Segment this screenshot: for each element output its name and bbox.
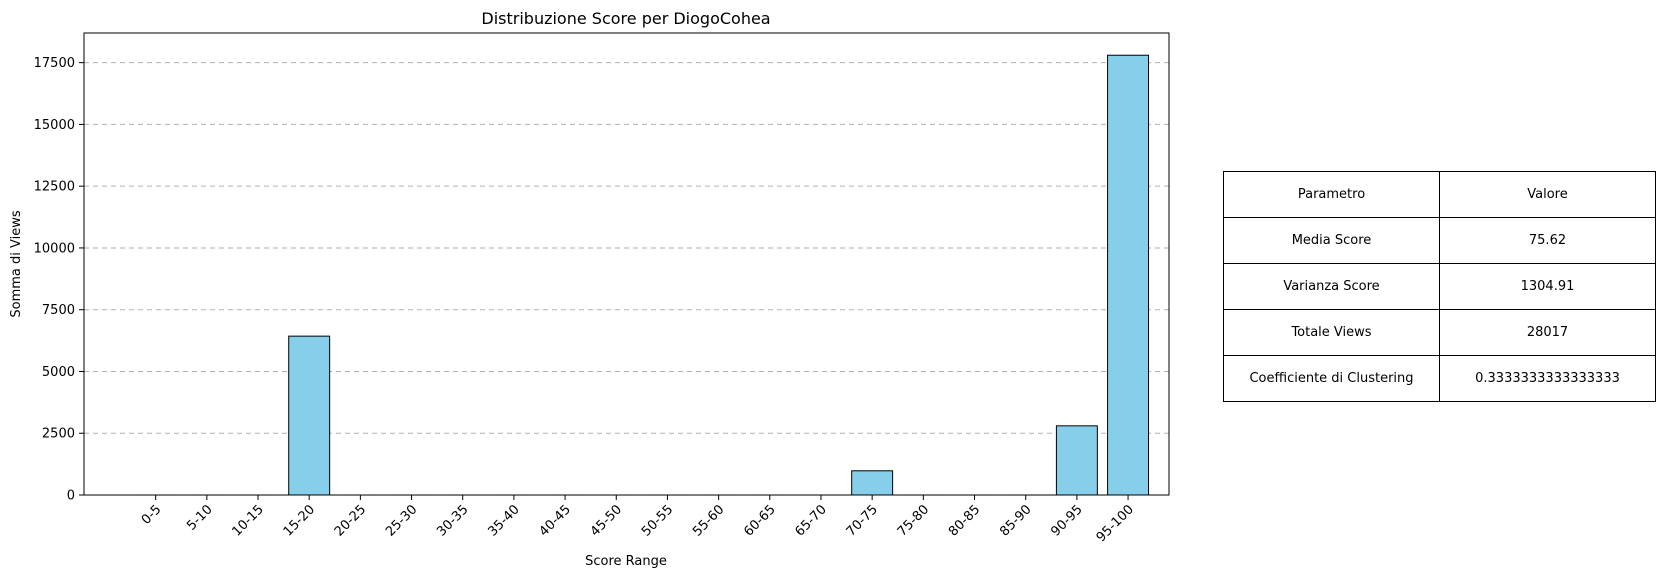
x-axis-ticks: 0-5 5-10 10-15 15-20 20-25 25-30 30-35 35-40 40-…: [139, 495, 1137, 545]
y-tick-label: 2500: [42, 427, 75, 442]
bars: [134, 54, 1150, 496]
y-tick-label: 17500: [34, 56, 75, 71]
x-tick-label: 80-85: [946, 502, 983, 539]
table-cell-value: 75.62: [1439, 217, 1656, 264]
y-tick-label: 0: [67, 489, 75, 504]
x-tick-label: 60-65: [741, 502, 778, 539]
x-tick-label: 75-80: [895, 502, 932, 539]
table-row: Coefficiente di Clustering 0.33333333333…: [1223, 355, 1656, 402]
stats-table: Parametro Valore Media Score 75.62 Varia…: [1223, 171, 1656, 402]
table-row: Totale Views 28017: [1223, 309, 1656, 356]
table-cell-param: Totale Views: [1223, 309, 1440, 356]
y-axis-label: Somma di Views: [9, 210, 24, 317]
table-cell-value: 0.3333333333333333: [1439, 355, 1656, 402]
chart-title: Distribuzione Score per DiogoCohea: [481, 9, 770, 28]
y-tick-label: 7500: [42, 303, 75, 318]
x-tick-label: 55-60: [690, 502, 727, 539]
table-cell-param: Media Score: [1223, 217, 1440, 264]
table-cell-param: Coefficiente di Clustering: [1223, 355, 1440, 402]
bar: [1055, 425, 1098, 496]
table-row: Varianza Score 1304.91: [1223, 263, 1656, 310]
y-tick-label: 5000: [42, 365, 75, 380]
x-axis-label: Score Range: [585, 554, 667, 569]
x-tick-label: 90-95: [1048, 502, 1085, 539]
table-cell-value: 1304.91: [1439, 263, 1656, 310]
y-axis-ticks: 0 2500 5000 7500 10000 12500 15000 17500: [34, 56, 84, 504]
x-tick-label: 50-55: [639, 502, 676, 539]
x-tick-label: 85-90: [997, 502, 1034, 539]
y-tick-label: 10000: [34, 241, 75, 256]
x-tick-label: 95-100: [1094, 502, 1137, 545]
x-tick-label: 30-35: [434, 502, 471, 539]
x-tick-label: 70-75: [844, 502, 881, 539]
bar: [1107, 54, 1150, 496]
x-tick-label: 15-20: [281, 502, 318, 539]
x-tick-label: 10-15: [230, 502, 267, 539]
grid-lines: [84, 62, 1169, 434]
x-tick-label: 35-40: [485, 502, 522, 539]
x-tick-label: 40-45: [537, 502, 574, 539]
x-tick-label: 65-70: [792, 502, 829, 539]
bar: [288, 335, 331, 496]
x-tick-label: 25-30: [383, 502, 420, 539]
x-tick-label: 45-50: [588, 502, 625, 539]
x-tick-label: 0-5: [139, 502, 165, 528]
bar: [851, 470, 894, 496]
table-header-value: Valore: [1439, 171, 1656, 218]
x-tick-label: 5-10: [184, 502, 215, 533]
table-header-row: Parametro Valore: [1223, 171, 1656, 218]
table-cell-value: 28017: [1439, 309, 1656, 356]
plot-frame: [83, 32, 1170, 496]
y-tick-label: 12500: [34, 180, 75, 195]
x-tick-label: 20-25: [332, 502, 369, 539]
table-row: Media Score 75.62: [1223, 217, 1656, 264]
y-tick-label: 15000: [34, 118, 75, 133]
table-header-param: Parametro: [1223, 171, 1440, 218]
table-cell-param: Varianza Score: [1223, 263, 1440, 310]
